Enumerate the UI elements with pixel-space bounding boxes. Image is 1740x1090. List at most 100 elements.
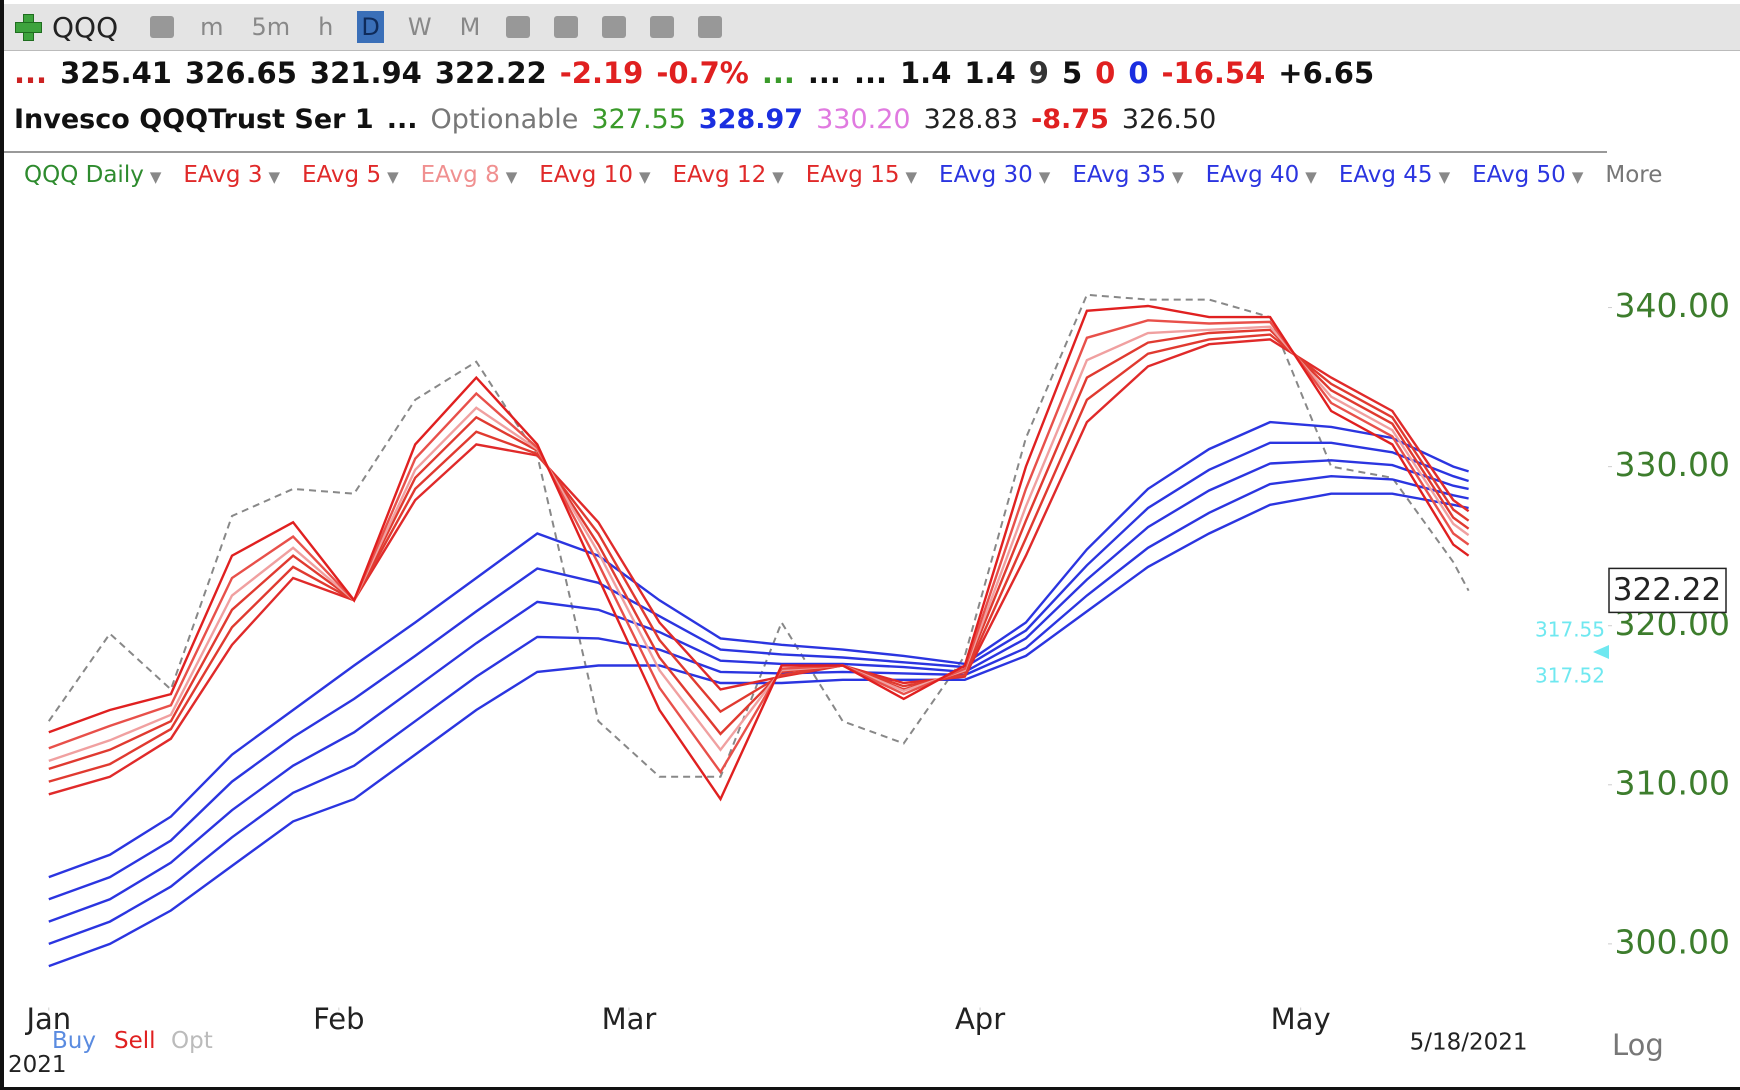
series-line <box>48 319 1470 775</box>
series-line <box>48 492 1469 968</box>
interval[interactable]: W <box>407 13 432 41</box>
interval[interactable]: 5m <box>251 13 291 41</box>
last-price-box <box>1608 567 1727 614</box>
interval[interactable]: D <box>357 11 384 43</box>
legend-label: EAvg 5 <box>302 162 382 188</box>
legend-label: EAvg 15 <box>805 162 900 188</box>
dropdown-arrow[interactable]: ▼ <box>638 168 651 186</box>
legend-item[interactable]: EAvg 3 ▼ <box>183 162 280 188</box>
menu-icon[interactable] <box>150 16 175 38</box>
quote-field: 322.22 <box>434 56 547 90</box>
quote-field: -0.7% <box>656 56 749 90</box>
legend-item[interactable]: EAvg 35 ▼ <box>1072 162 1183 188</box>
legend-label: EAvg 12 <box>672 162 767 188</box>
text-icon[interactable] <box>506 16 531 38</box>
symbol[interactable]: QQQ <box>52 10 119 44</box>
legend-more[interactable]: More <box>1605 162 1663 188</box>
series-line <box>48 328 1470 771</box>
legend-item[interactable]: EAvg 40 ▼ <box>1206 162 1317 188</box>
quote-field: 327.55 <box>591 104 686 135</box>
legend-label: EAvg 8 <box>420 162 500 188</box>
quote-field: 326.65 <box>184 56 297 90</box>
grid-icon[interactable] <box>602 16 627 38</box>
legend-item[interactable]: EAvg 15 ▼ <box>806 162 917 188</box>
quote-field: 328.83 <box>923 104 1019 135</box>
series-line <box>48 459 1469 923</box>
quote-field: ... <box>807 56 841 90</box>
quote-field: ... <box>853 56 887 90</box>
quote-field: -8.75 <box>1031 104 1109 135</box>
toolbar: QQQ m 5m h D W M <box>4 4 1740 51</box>
legend-item[interactable]: EAvg 10 ▼ <box>539 162 650 188</box>
quote-field: +6.65 <box>1278 56 1375 90</box>
quote-field: 321.94 <box>309 56 422 90</box>
interval[interactable]: h <box>318 13 334 41</box>
y-tick-label: 310.00 <box>1615 763 1730 802</box>
intervals: m 5m h D W M <box>186 11 494 43</box>
quote-field: 1.4 <box>964 56 1016 90</box>
interval[interactable]: m <box>200 13 224 41</box>
cyan-marker <box>1593 645 1609 659</box>
quote-field: 5 <box>1061 56 1083 90</box>
series-line <box>48 441 1469 901</box>
separator <box>4 151 1607 153</box>
dropdown-arrow[interactable]: ▼ <box>1172 168 1184 186</box>
quote-field: ... <box>761 56 795 90</box>
series-line <box>48 333 1470 783</box>
quote-field: 9 <box>1028 56 1049 90</box>
bars-icon[interactable] <box>554 16 579 38</box>
add-button[interactable] <box>14 13 42 41</box>
legend-label: QQQ Daily <box>24 162 144 188</box>
legend-item[interactable]: EAvg 50 ▼ <box>1472 162 1583 188</box>
quote-field: 0 <box>1128 56 1149 90</box>
dropdown-arrow[interactable]: ▼ <box>1438 168 1451 186</box>
quote-field: 325.41 <box>60 56 172 90</box>
legend-item[interactable]: QQQ Daily ▼ <box>24 162 161 188</box>
dropdown-arrow[interactable]: ▼ <box>387 168 399 186</box>
year-label: 2021 <box>8 1052 67 1078</box>
x-tick-label: Jan <box>24 1002 71 1036</box>
draw-icon[interactable] <box>650 16 675 38</box>
last-price-label: 322.22 <box>1613 572 1721 608</box>
series-line <box>48 420 1469 879</box>
legend-item[interactable]: EAvg 12 ▼ <box>673 162 784 188</box>
sell-button[interactable]: Sell <box>114 1028 156 1054</box>
interval[interactable]: M <box>459 13 481 41</box>
quote-field: 0 <box>1095 56 1116 90</box>
y-tick-label: 330.00 <box>1615 445 1730 484</box>
series-line <box>47 293 1470 778</box>
dropdown-arrow[interactable]: ▼ <box>1305 168 1317 186</box>
series-line <box>48 474 1469 946</box>
legend-item[interactable]: EAvg 30 ▼ <box>939 162 1050 188</box>
tag-icon[interactable] <box>698 16 723 38</box>
dropdown-arrow[interactable]: ▼ <box>505 168 518 186</box>
legend-item[interactable]: EAvg 45 ▼ <box>1339 162 1450 188</box>
x-tick-label: Apr <box>955 1002 1005 1036</box>
quote-field: ... <box>14 56 48 90</box>
y-tick-label: 340.00 <box>1615 286 1730 325</box>
dropdown-arrow[interactable]: ▼ <box>1571 168 1584 186</box>
buy-button[interactable]: Buy <box>52 1028 96 1054</box>
dropdown-arrow[interactable]: ▼ <box>1038 168 1051 186</box>
legend-label: EAvg 30 <box>939 162 1033 188</box>
log-button[interactable]: Log <box>1612 1028 1664 1062</box>
legend-label: EAvg 50 <box>1472 162 1566 188</box>
price-annotation: 317.52 <box>1535 664 1605 688</box>
legend-label: EAvg 3 <box>183 162 263 188</box>
dropdown-arrow[interactable]: ▼ <box>149 168 162 186</box>
info-row: Invesco QQQTrust Ser 1... Optionable 327.5… <box>14 104 1229 135</box>
quote-field: Invesco QQQTrust Ser 1 <box>14 104 374 135</box>
opt-button[interactable]: Opt <box>171 1028 213 1054</box>
quote-field: 328.97 <box>698 104 804 135</box>
quote-row: ... 325.41 326.65 321.94 322.22 -2.19 -0.7%...… <box>14 56 1387 90</box>
dropdown-arrow[interactable]: ▼ <box>905 168 918 186</box>
dropdown-arrow[interactable]: ▼ <box>268 168 280 186</box>
dropdown-arrow[interactable]: ▼ <box>772 168 784 186</box>
legend-label: EAvg 45 <box>1338 162 1433 188</box>
legend-item[interactable]: EAvg 5 ▼ <box>302 162 399 188</box>
legend: QQQ Daily ▼ EAvg 3 ▼ EAvg 5 ▼ EAvg 8 ▼ EAvg 10 ▼ E… <box>24 162 1662 188</box>
quote-field: ... <box>386 104 418 135</box>
legend-item[interactable]: EAvg 8 ▼ <box>421 162 518 188</box>
x-tick-label: Mar <box>602 1002 657 1036</box>
